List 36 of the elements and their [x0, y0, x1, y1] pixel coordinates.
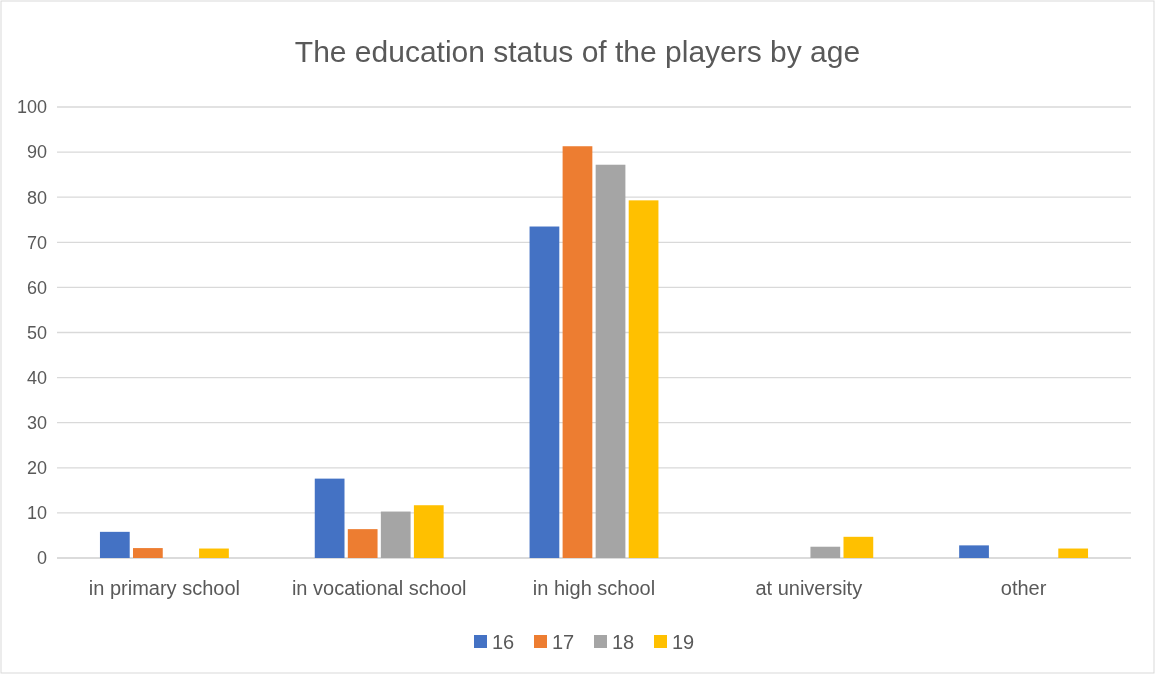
y-tick-label: 30 — [26, 413, 47, 433]
bar — [199, 548, 229, 558]
y-tick-label: 0 — [36, 548, 47, 569]
y-tick-label: 40 — [26, 367, 47, 388]
chart-title: The education status of the players by age — [294, 35, 861, 68]
y-tick-label: 80 — [26, 187, 47, 208]
bar — [628, 200, 659, 558]
y-tick-label: 20 — [26, 458, 47, 479]
y-tick-label: 50 — [26, 322, 47, 343]
legend-label: 19 — [672, 631, 695, 653]
bar — [810, 546, 841, 558]
x-tick-label: in primary school — [88, 577, 240, 599]
bar — [99, 531, 130, 558]
x-tick-label: other — [1000, 577, 1047, 599]
bar — [959, 545, 989, 558]
x-tick-label: in vocational school — [291, 577, 467, 599]
bar — [314, 478, 345, 558]
bar — [529, 226, 560, 558]
bar — [347, 529, 378, 558]
x-tick-label: in high school — [532, 577, 656, 599]
bar — [1058, 548, 1089, 558]
y-tick-label: 70 — [26, 232, 47, 253]
y-tick-label: 10 — [26, 503, 47, 524]
y-tick-label: 60 — [26, 277, 47, 298]
bar — [843, 536, 874, 558]
y-tick-label: 90 — [26, 142, 47, 163]
legend-label: 18 — [612, 631, 635, 653]
bar — [595, 164, 626, 558]
y-tick-label: 100 — [16, 97, 47, 118]
bar — [413, 505, 444, 558]
bar — [133, 548, 163, 558]
legend-label: 16 — [492, 631, 515, 653]
bar — [380, 511, 411, 558]
x-tick-label: at university — [755, 577, 863, 599]
bar — [562, 146, 593, 558]
legend-label: 17 — [552, 631, 575, 653]
